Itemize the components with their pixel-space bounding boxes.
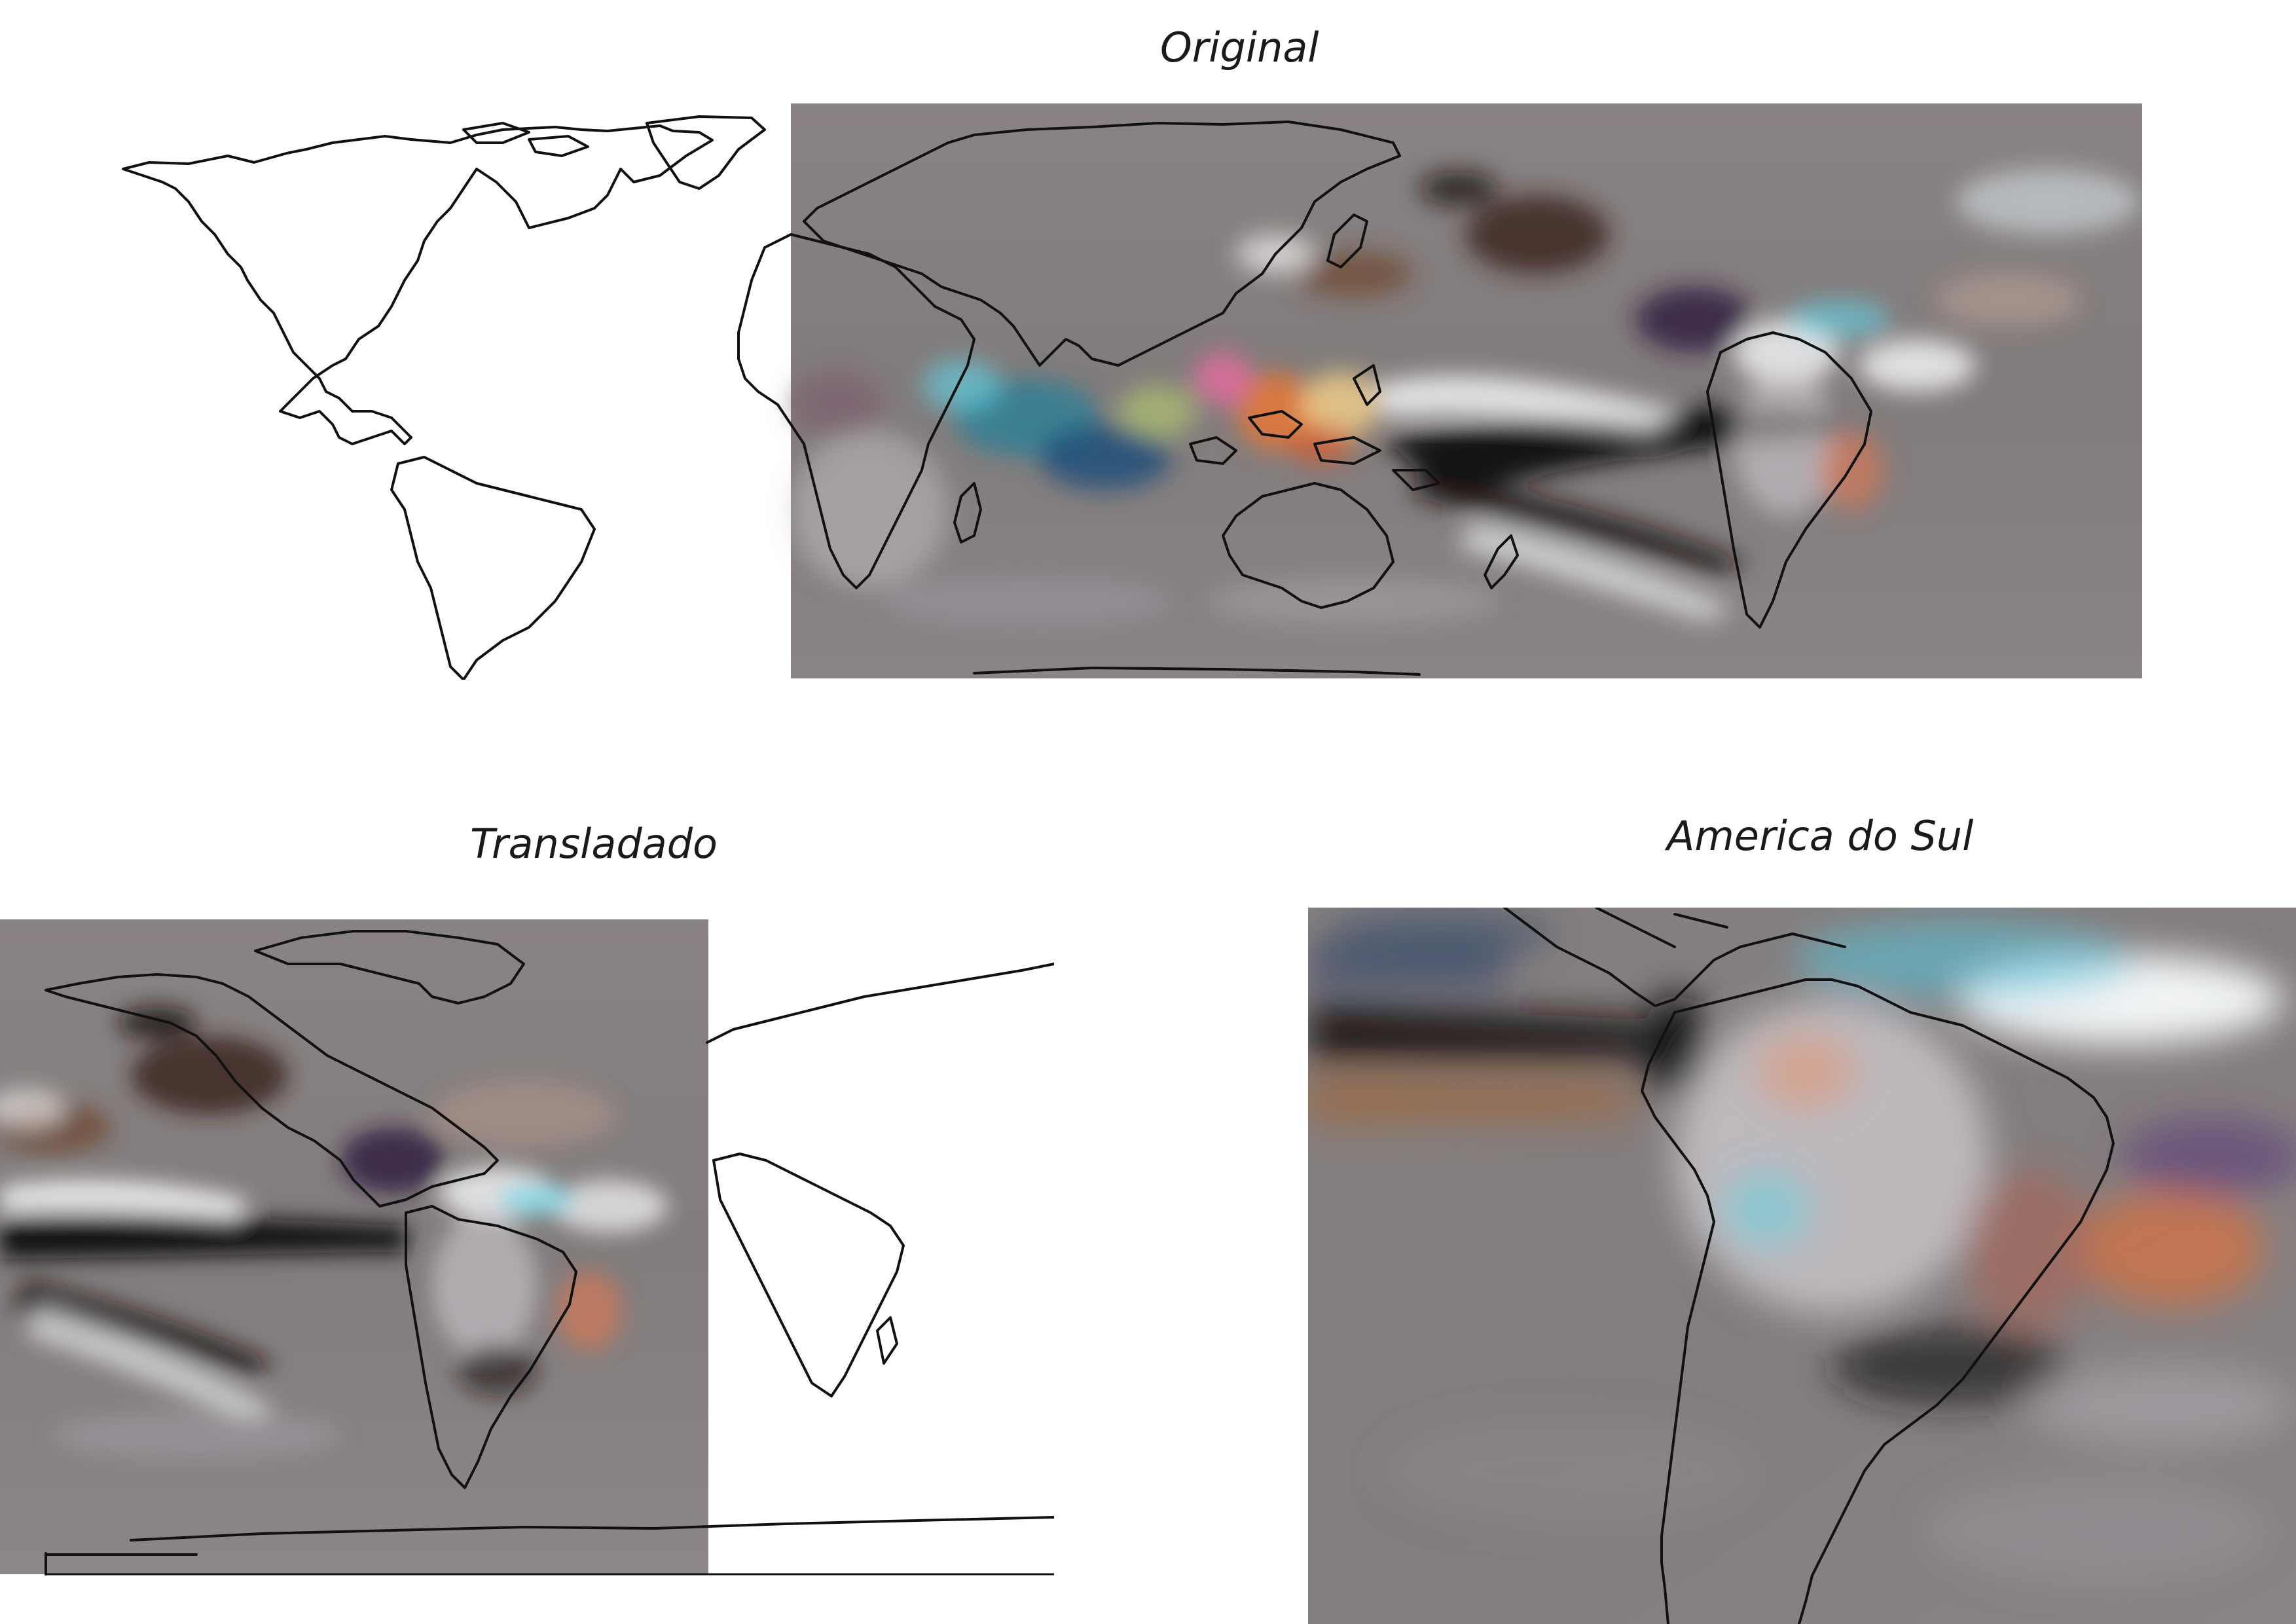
title-translated: Transladado — [470, 820, 718, 868]
title-south-america: America do Sul — [1667, 812, 1974, 860]
satellite-field-translated — [0, 919, 708, 1574]
map-south-america — [1308, 908, 2296, 1624]
map-original — [110, 103, 2142, 680]
coastline-map-translated — [45, 930, 1054, 1576]
coastline-map-south-america — [1503, 908, 2115, 1624]
title-original: Original — [1160, 24, 1319, 71]
map-translated — [0, 912, 1054, 1585]
satellite-field-south-america — [1308, 908, 2296, 1624]
satellite-field-original — [791, 103, 2142, 678]
coastline-map-original — [122, 115, 1872, 680]
